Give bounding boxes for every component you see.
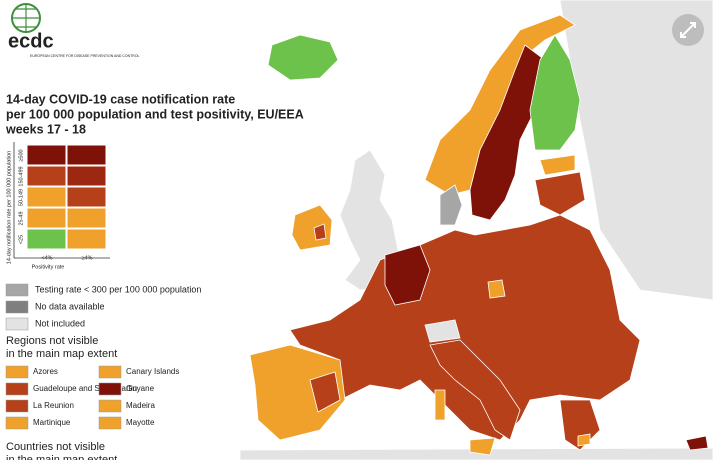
matrix-cell	[26, 165, 67, 187]
row-label: 150-499	[18, 166, 24, 186]
region	[309, 371, 341, 413]
region-swatch	[98, 382, 122, 396]
matrix-cell	[26, 186, 67, 208]
region-swatch	[98, 365, 122, 379]
region-swatch	[5, 399, 29, 413]
region-swatch	[98, 399, 122, 413]
matrix-cell	[66, 144, 107, 166]
title: 14-day COVID-19 case notification ratepe…	[5, 92, 304, 136]
country	[439, 184, 463, 226]
country	[429, 339, 521, 441]
title-line: 14-day COVID-19 case notification rate	[6, 92, 235, 106]
y-axis-label: 14-day notification rate per 100 000 pop…	[6, 151, 12, 264]
outside-area	[239, 447, 713, 460]
column-label: ≥4%	[82, 255, 93, 261]
country	[384, 244, 431, 306]
x-axis-label: Positivity rate	[32, 264, 65, 270]
region-label: Guadeloupe and Saint Martin	[33, 384, 137, 393]
country	[267, 34, 339, 81]
region-swatch	[5, 365, 29, 379]
region-label: Guyane	[126, 384, 155, 393]
country	[539, 154, 576, 176]
countries-heading: Countries not visible	[6, 441, 105, 453]
row-label: <25	[18, 235, 24, 244]
country	[685, 435, 709, 451]
legend-label: Testing rate < 300 per 100 000 populatio…	[35, 284, 201, 294]
logo-name: ecdc	[8, 30, 54, 52]
legend-label: Not included	[35, 318, 85, 328]
region-label: Madeira	[126, 401, 155, 410]
row-label: ≥500	[18, 149, 24, 161]
legend-label: No data available	[35, 301, 105, 311]
region-label: La Reunion	[33, 401, 74, 410]
region-swatch	[5, 416, 29, 430]
region	[313, 223, 327, 241]
matrix-cell	[26, 228, 67, 250]
regions-heading: Regions not visible	[6, 335, 98, 347]
matrix-cell	[26, 144, 67, 166]
region-label: Azores	[33, 367, 58, 376]
legend-matrix: ≥500 150-499 50-149 25-49 <25 <4% ≥4% 14-day no…	[6, 142, 110, 270]
country	[529, 34, 581, 151]
legend-swatch	[5, 283, 29, 297]
region-swatch	[5, 382, 29, 396]
title-line: weeks 17 - 18	[5, 122, 86, 136]
matrix-cell	[66, 165, 107, 187]
legend-swatch	[5, 317, 29, 331]
logo-subtitle: EUROPEAN CENTRE FOR DISEASE PREVENTION A…	[30, 54, 140, 58]
region	[487, 279, 506, 299]
expand-button[interactable]	[672, 14, 704, 46]
map	[239, 0, 713, 460]
logo: ecdc EUROPEAN CENTRE FOR DISEASE PREVENT…	[8, 3, 140, 58]
column-label: <4%	[41, 255, 52, 261]
region-label: Canary Islands	[126, 367, 179, 376]
region	[434, 389, 446, 421]
region-label: Mayotte	[126, 418, 155, 427]
row-label: 50-149	[18, 189, 24, 206]
regions-heading: in the main map extent	[6, 348, 117, 360]
row-label: 25-49	[18, 211, 24, 225]
not-included-country	[424, 319, 461, 343]
countries-heading: in the main map extent	[6, 454, 117, 460]
country	[249, 344, 346, 441]
matrix-cell	[26, 207, 67, 229]
region	[469, 437, 496, 456]
region-label: Martinique	[33, 418, 71, 427]
country	[534, 171, 586, 216]
legend-swatch	[5, 300, 29, 314]
logo-grid	[12, 4, 40, 32]
matrix-cell	[66, 228, 107, 250]
matrix-cell	[66, 186, 107, 208]
region-swatch	[98, 416, 122, 430]
legend: Testing rate < 300 per 100 000 populatio…	[5, 283, 201, 331]
matrix-cell	[66, 207, 107, 229]
title-line: per 100 000 population and test positivi…	[6, 107, 304, 121]
region	[577, 433, 591, 447]
expand-icon[interactable]	[680, 22, 696, 38]
